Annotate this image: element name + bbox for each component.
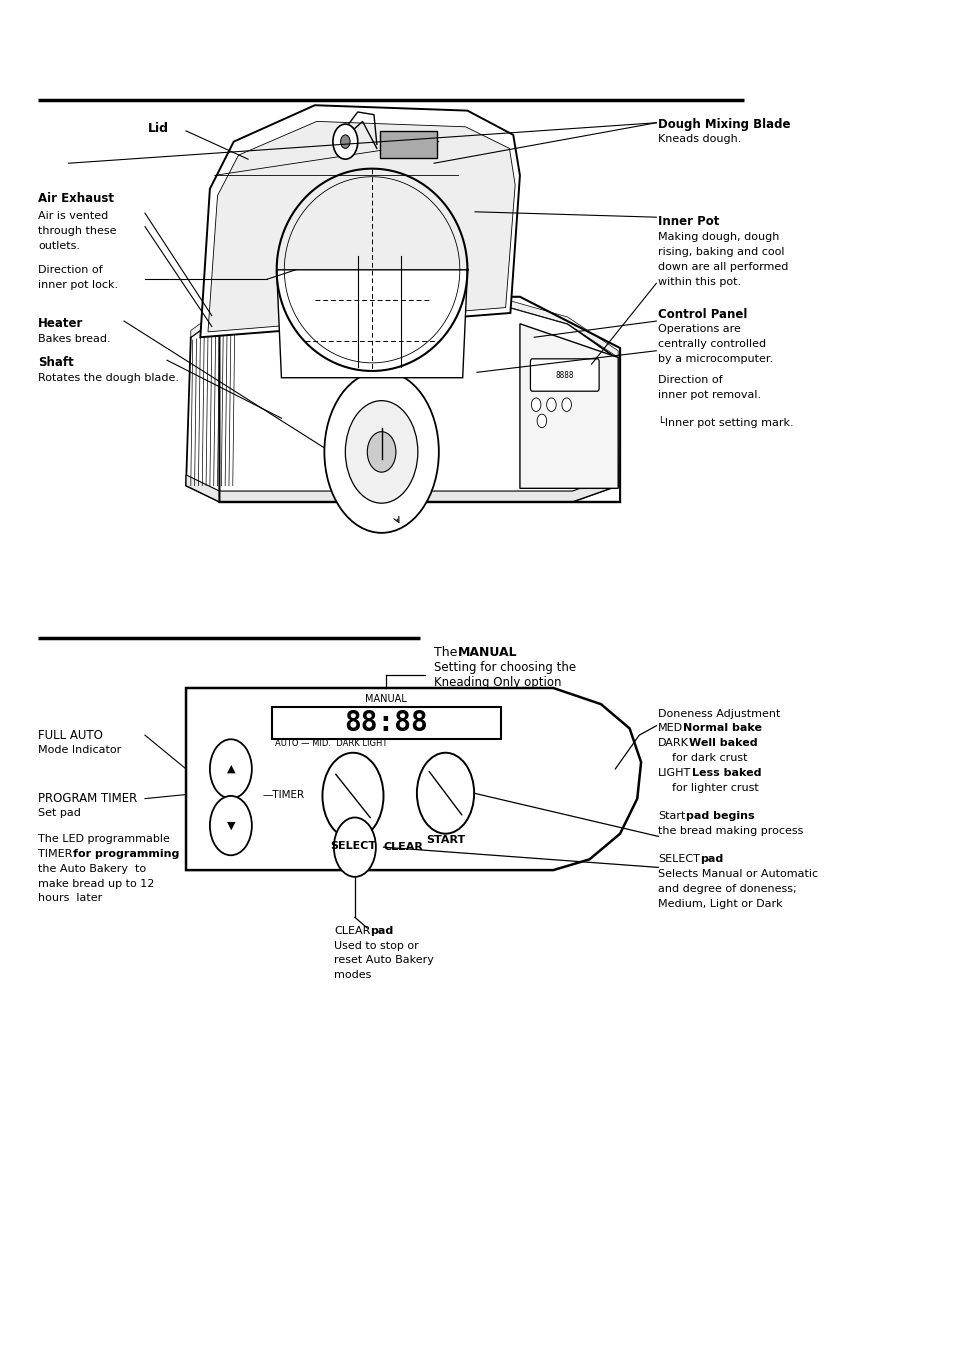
Text: the Auto Bakery  to: the Auto Bakery to: [38, 863, 146, 874]
Circle shape: [531, 398, 540, 411]
Text: Making dough, dough: Making dough, dough: [658, 232, 779, 243]
Circle shape: [334, 817, 375, 877]
Text: TIMER: TIMER: [38, 849, 72, 859]
Circle shape: [333, 124, 357, 159]
Text: within this pot.: within this pot.: [658, 277, 740, 287]
Circle shape: [345, 401, 417, 503]
Text: inner pot lock.: inner pot lock.: [38, 279, 118, 290]
Polygon shape: [186, 688, 640, 870]
Text: The: The: [434, 646, 457, 660]
Text: └Inner pot setting mark.: └Inner pot setting mark.: [658, 417, 793, 428]
Text: reset Auto Bakery: reset Auto Bakery: [334, 955, 434, 966]
Text: Air Exhaust: Air Exhaust: [38, 192, 114, 205]
Text: PROGRAM TIMER: PROGRAM TIMER: [38, 792, 137, 805]
Text: —TIMER: —TIMER: [262, 789, 304, 800]
Polygon shape: [208, 121, 515, 332]
Circle shape: [367, 432, 395, 472]
Circle shape: [324, 371, 438, 533]
Text: Setting for choosing the: Setting for choosing the: [434, 661, 576, 674]
Text: Medium, Light or Dark: Medium, Light or Dark: [658, 898, 782, 909]
Text: Heater: Heater: [38, 317, 84, 331]
Text: Operations are: Operations are: [658, 324, 740, 335]
Polygon shape: [200, 105, 519, 337]
Text: Dough Mixing Blade: Dough Mixing Blade: [658, 117, 790, 131]
Circle shape: [561, 398, 571, 411]
Text: The LED programmable: The LED programmable: [38, 834, 170, 844]
Bar: [272, 707, 500, 739]
Text: LIGHT: LIGHT: [658, 768, 691, 778]
Text: DARK: DARK: [658, 738, 688, 749]
Polygon shape: [519, 324, 618, 488]
Text: START: START: [425, 835, 465, 846]
Text: 88:88: 88:88: [344, 710, 428, 737]
FancyBboxPatch shape: [530, 359, 598, 391]
Text: down are all performed: down are all performed: [658, 262, 788, 272]
Text: ▲: ▲: [227, 764, 234, 774]
Text: Less baked: Less baked: [691, 768, 760, 778]
Text: for lighter crust: for lighter crust: [658, 782, 759, 793]
Text: Control Panel: Control Panel: [658, 308, 747, 321]
Circle shape: [546, 398, 556, 411]
Text: Air is vented: Air is vented: [38, 210, 109, 221]
Text: make bread up to 12: make bread up to 12: [38, 878, 154, 889]
Text: Shaft: Shaft: [38, 356, 73, 370]
Text: Bakes bread.: Bakes bread.: [38, 333, 111, 344]
Text: rising, baking and cool: rising, baking and cool: [658, 247, 784, 258]
Circle shape: [210, 739, 252, 799]
Text: Lid: Lid: [148, 121, 169, 135]
Text: Normal bake: Normal bake: [682, 723, 761, 734]
Text: Rotates the dough blade.: Rotates the dough blade.: [38, 372, 179, 383]
Text: Start: Start: [658, 811, 685, 822]
Text: SELECT: SELECT: [658, 854, 700, 865]
Text: for programming: for programming: [72, 849, 179, 859]
Text: Set pad: Set pad: [38, 808, 81, 819]
Text: Kneads dough.: Kneads dough.: [658, 134, 740, 144]
Text: Used to stop or: Used to stop or: [334, 940, 418, 951]
Circle shape: [416, 753, 474, 834]
Polygon shape: [191, 297, 618, 357]
Text: MANUAL: MANUAL: [457, 646, 517, 660]
Text: centrally controlled: centrally controlled: [658, 339, 765, 349]
Text: CLEAR: CLEAR: [383, 842, 423, 853]
Text: Mode Indicator: Mode Indicator: [38, 745, 121, 755]
Text: outlets.: outlets.: [38, 240, 80, 251]
Text: Inner Pot: Inner Pot: [658, 214, 719, 228]
Circle shape: [537, 414, 546, 428]
Circle shape: [210, 796, 252, 855]
Polygon shape: [186, 475, 618, 502]
Text: Selects Manual or Automatic: Selects Manual or Automatic: [658, 869, 818, 880]
Text: SELECT: SELECT: [330, 840, 375, 851]
Text: pad begins: pad begins: [685, 811, 754, 822]
Text: MED: MED: [658, 723, 682, 734]
Polygon shape: [276, 270, 467, 378]
Text: pad: pad: [370, 925, 393, 936]
Polygon shape: [186, 304, 618, 502]
Text: Well baked: Well baked: [688, 738, 757, 749]
Text: Direction of: Direction of: [658, 375, 722, 386]
Text: pad: pad: [700, 854, 722, 865]
Text: by a microcomputer.: by a microcomputer.: [658, 353, 773, 364]
Text: AUTO — MID.  DARK LIGHT: AUTO — MID. DARK LIGHT: [274, 739, 387, 747]
Text: Doneness Adjustment: Doneness Adjustment: [658, 708, 780, 719]
Circle shape: [340, 135, 350, 148]
Text: the bread making process: the bread making process: [658, 826, 802, 836]
Text: 8888: 8888: [555, 371, 574, 379]
Circle shape: [322, 753, 383, 839]
Text: inner pot removal.: inner pot removal.: [658, 390, 760, 401]
Bar: [379, 131, 436, 158]
Text: ▼: ▼: [227, 820, 234, 831]
Text: CLEAR: CLEAR: [334, 925, 370, 936]
Text: and degree of doneness;: and degree of doneness;: [658, 884, 796, 894]
Text: modes: modes: [334, 970, 371, 981]
Text: Kneading Only option: Kneading Only option: [434, 676, 561, 689]
Text: hours  later: hours later: [38, 893, 102, 904]
Text: MANUAL: MANUAL: [365, 693, 407, 704]
Text: for dark crust: for dark crust: [658, 753, 747, 764]
Text: Direction of: Direction of: [38, 264, 103, 275]
Text: through these: through these: [38, 225, 116, 236]
Text: FULL AUTO: FULL AUTO: [38, 728, 103, 742]
